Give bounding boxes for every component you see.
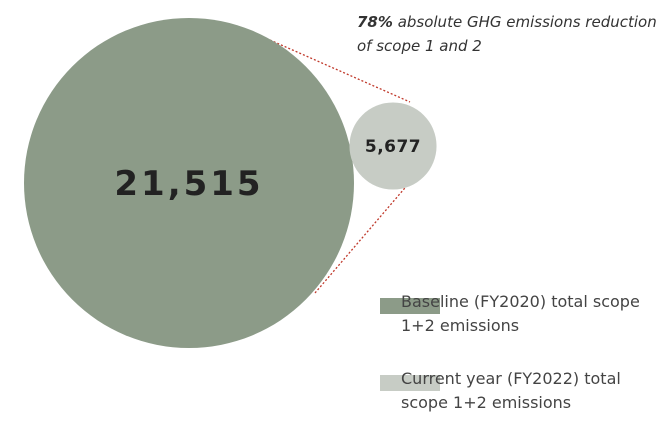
legend-item: Baseline (FY2020) total scope 1+2 emissi… xyxy=(380,290,668,338)
annotation: 78% absolute GHG emissions reduction of … xyxy=(357,10,657,58)
connector xyxy=(269,39,411,103)
value-label: 5,677 xyxy=(365,137,421,157)
legend-swatch xyxy=(380,298,440,314)
annotation-emphasis: 78% xyxy=(357,13,393,31)
connector xyxy=(314,181,411,294)
legend-item: Current year (FY2022) total scope 1+2 em… xyxy=(380,367,668,415)
legend-label: Current year (FY2022) total scope 1+2 em… xyxy=(401,369,621,412)
bubble xyxy=(349,102,437,190)
value-label: 21,515 xyxy=(114,164,263,204)
annotation-text: absolute GHG emissions reduction of scop… xyxy=(357,13,657,55)
legend-label: Baseline (FY2020) total scope 1+2 emissi… xyxy=(401,292,640,335)
bubble xyxy=(24,18,354,348)
legend-swatch xyxy=(380,375,440,391)
